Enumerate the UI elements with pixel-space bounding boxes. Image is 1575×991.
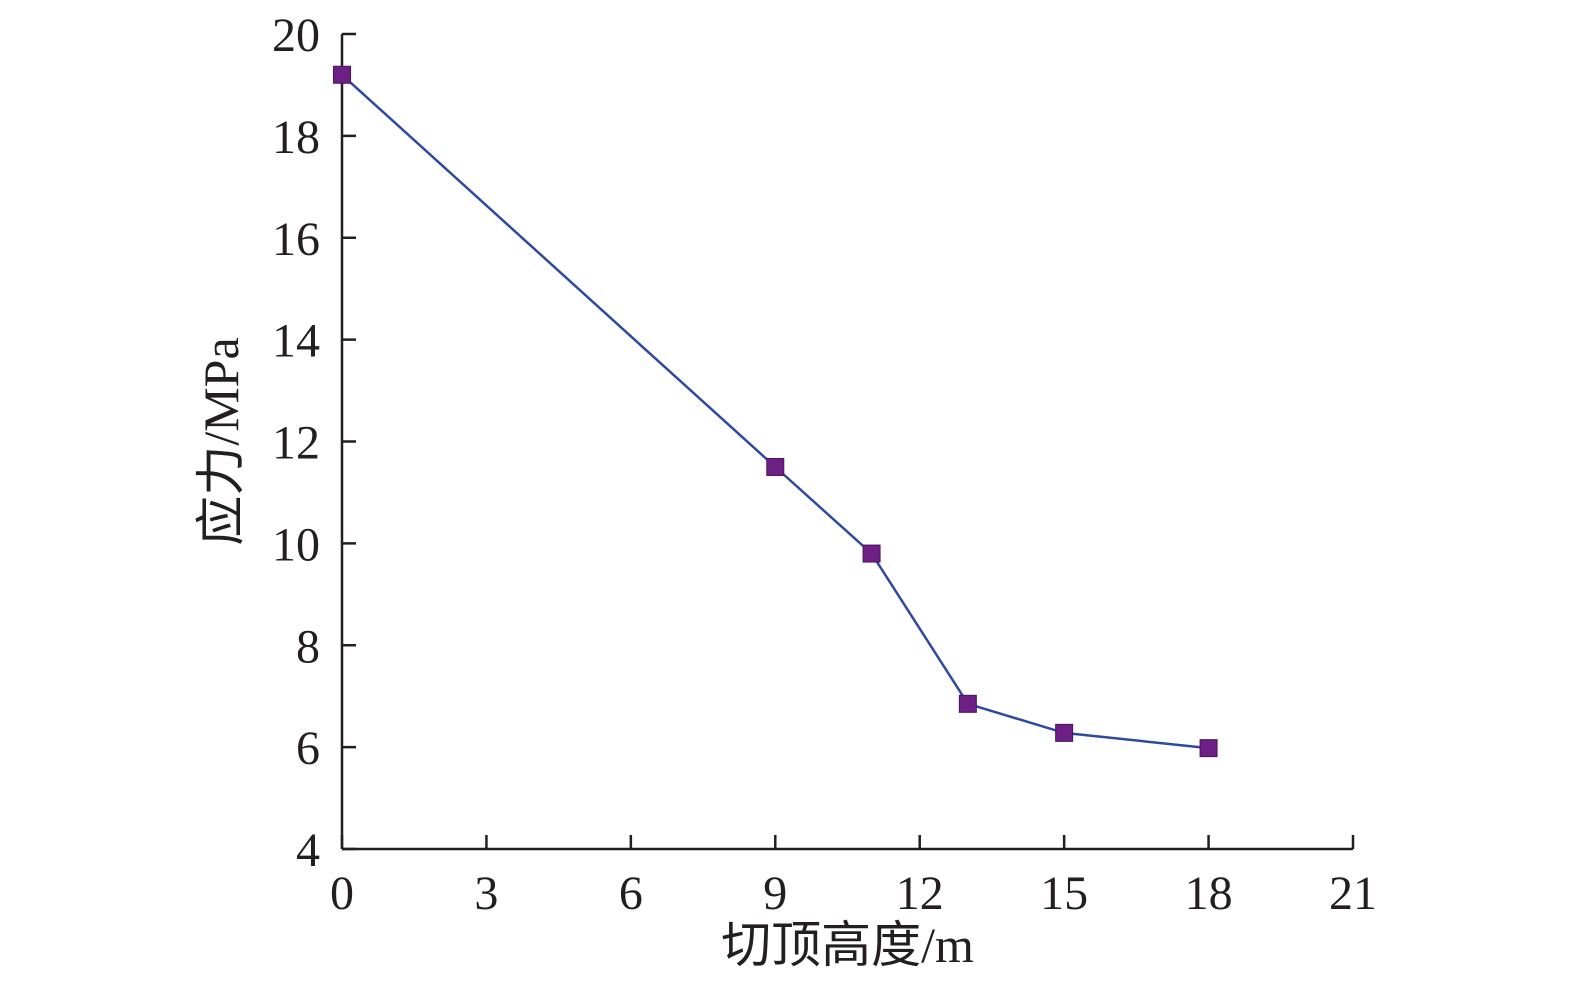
- series-layer: [333, 65, 1218, 758]
- x-tick-label: 18: [1185, 867, 1233, 920]
- y-tick-label: 8: [296, 620, 320, 673]
- x-tick-label: 15: [1040, 867, 1088, 920]
- data-point: [1055, 723, 1074, 742]
- y-tick-label: 14: [272, 315, 320, 368]
- series-line: [341, 73, 1209, 750]
- x-tick-label: 21: [1329, 867, 1377, 920]
- data-point: [1199, 739, 1218, 758]
- y-tick-label: 6: [296, 722, 320, 775]
- data-point: [333, 65, 351, 84]
- y-tick-label: 16: [272, 213, 320, 266]
- y-tick-label: 12: [272, 417, 320, 470]
- y-axis-title: 应力/MPa: [193, 337, 249, 545]
- x-tick-label: 6: [619, 867, 643, 920]
- x-axis-title: 切顶高度/m: [721, 917, 974, 973]
- x-tick-label: 0: [330, 867, 354, 920]
- data-point: [862, 544, 881, 563]
- y-tick-label: 4: [296, 824, 320, 877]
- y-tick-label: 10: [272, 518, 320, 571]
- data-point: [766, 457, 785, 476]
- x-tick-label: 3: [474, 867, 498, 920]
- axes: 4 6 8 10 12 14 16 18 20 0 3 6 9 12 15 18 21: [272, 9, 1377, 920]
- x-tick-label: 12: [896, 867, 944, 920]
- y-tick-label: 20: [272, 9, 320, 62]
- x-tick-label: 9: [763, 867, 787, 920]
- y-tick-label: 18: [272, 111, 320, 164]
- data-point: [958, 694, 977, 713]
